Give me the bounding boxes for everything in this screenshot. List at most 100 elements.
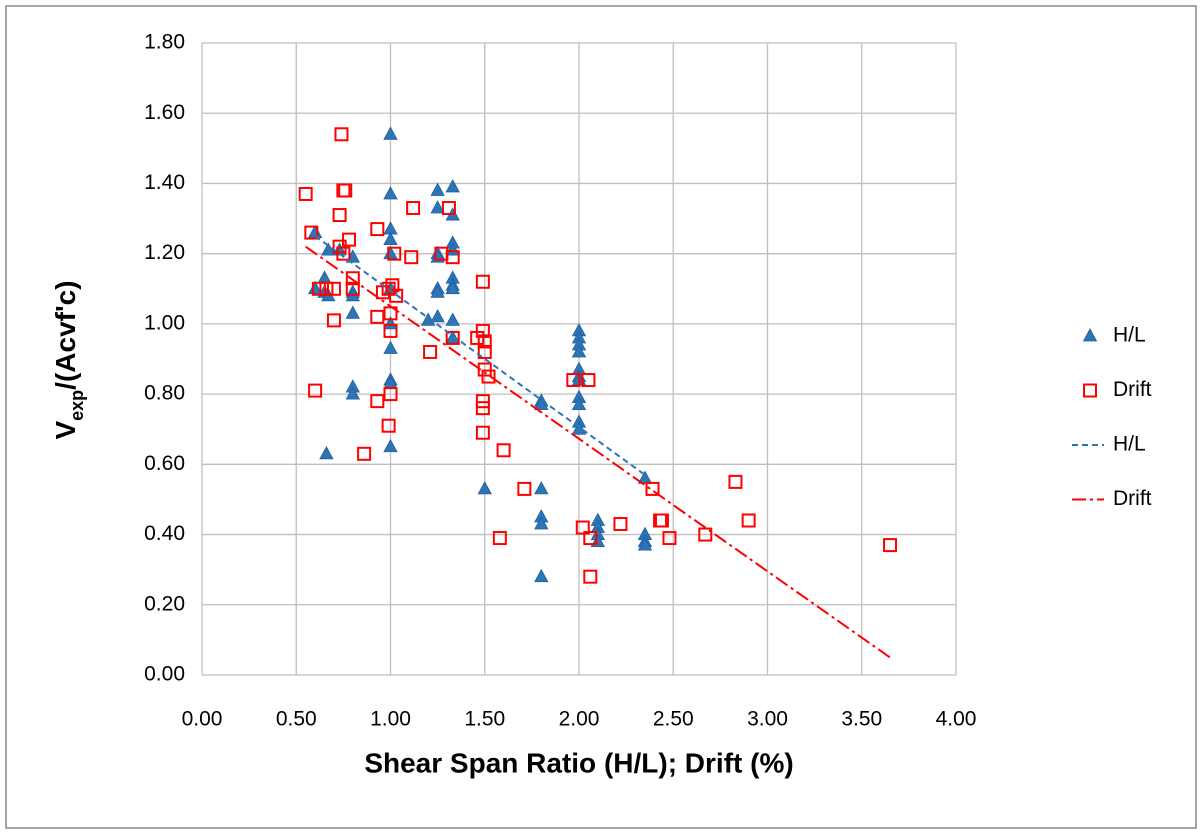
data-point xyxy=(445,179,460,193)
data-point xyxy=(475,274,490,289)
data-point xyxy=(326,281,341,296)
data-point xyxy=(338,183,353,198)
x-tick-label: 3.00 xyxy=(747,708,788,731)
y-label-rest: /(Acvf'c) xyxy=(50,280,81,389)
data-point xyxy=(383,186,398,200)
y-tick-label: 0.40 xyxy=(144,522,185,545)
data-point xyxy=(883,538,898,553)
data-point xyxy=(445,280,460,295)
trend-line xyxy=(305,245,891,659)
legend-label: Drift xyxy=(1113,487,1152,510)
data-point xyxy=(566,373,581,388)
data-point xyxy=(326,313,341,328)
data-point xyxy=(345,386,360,400)
data-point xyxy=(430,309,445,323)
data-point xyxy=(345,271,360,286)
data-point xyxy=(477,481,492,495)
x-tick-label: 1.00 xyxy=(370,708,411,731)
data-point xyxy=(654,513,669,528)
x-tick-label: 0.00 xyxy=(182,708,223,731)
data-point xyxy=(332,239,347,254)
y-tick-label: 0.80 xyxy=(144,382,185,405)
data-point xyxy=(357,446,372,461)
data-point xyxy=(534,481,549,495)
data-point xyxy=(534,568,549,583)
y-tick-label: 0.60 xyxy=(144,452,185,475)
data-point xyxy=(637,470,653,484)
data-point xyxy=(383,387,398,402)
data-point xyxy=(370,394,385,409)
y-tick-label: 1.00 xyxy=(144,311,185,334)
data-point xyxy=(583,531,598,546)
data-point xyxy=(342,232,357,247)
y-tick-label: 1.40 xyxy=(144,171,185,194)
data-point xyxy=(430,284,445,298)
data-point xyxy=(319,281,334,296)
data-point xyxy=(583,569,598,584)
data-point xyxy=(741,513,756,528)
x-tick-label: 3.50 xyxy=(841,708,882,731)
data-point xyxy=(534,396,549,411)
data-point xyxy=(445,312,460,326)
data-point xyxy=(383,438,398,453)
y-tick-label: 1.80 xyxy=(144,31,185,54)
data-point xyxy=(345,305,360,319)
data-point xyxy=(445,250,460,265)
data-point xyxy=(441,201,456,216)
y-label-sub: exp xyxy=(67,390,87,421)
data-point xyxy=(430,182,445,196)
chart-frame xyxy=(5,5,1197,829)
data-point xyxy=(581,373,596,388)
data-point xyxy=(475,394,490,409)
data-point xyxy=(477,344,492,359)
data-point xyxy=(332,208,347,223)
data-point xyxy=(345,281,360,296)
data-point xyxy=(389,288,404,303)
data-point xyxy=(571,344,587,358)
data-point xyxy=(575,520,590,535)
x-tick-label: 2.50 xyxy=(653,708,694,731)
data-point xyxy=(387,246,402,261)
data-point xyxy=(481,369,496,384)
trend-line xyxy=(314,235,646,476)
data-point xyxy=(475,401,490,416)
data-point xyxy=(406,201,421,216)
data-point xyxy=(492,531,507,546)
data-point xyxy=(319,445,334,460)
y-label-main: V xyxy=(50,421,81,440)
data-point xyxy=(496,443,511,458)
data-point xyxy=(430,200,445,214)
data-point xyxy=(370,309,385,324)
x-tick-label: 0.50 xyxy=(276,708,317,731)
data-point xyxy=(571,421,587,435)
legend-label: H/L xyxy=(1113,433,1146,456)
data-point xyxy=(298,186,313,201)
data-point xyxy=(336,246,351,261)
data-point xyxy=(308,383,323,398)
y-tick-label: 0.20 xyxy=(144,592,185,615)
data-point xyxy=(517,481,532,496)
data-point xyxy=(383,340,398,354)
data-point xyxy=(383,126,398,140)
data-point xyxy=(534,516,549,530)
data-point xyxy=(645,481,660,496)
legend-label: Drift xyxy=(1113,378,1152,401)
y-tick-label: 0.00 xyxy=(144,663,185,686)
data-point xyxy=(613,517,628,532)
x-tick-label: 2.00 xyxy=(559,708,600,731)
data-point xyxy=(571,396,587,411)
data-point xyxy=(383,231,398,246)
y-tick-label: 1.60 xyxy=(144,101,185,124)
data-point xyxy=(637,537,653,551)
data-point xyxy=(334,127,349,142)
data-point xyxy=(304,225,319,240)
y-tick-label: 1.20 xyxy=(144,241,185,264)
data-point xyxy=(404,250,419,265)
x-tick-label: 1.50 xyxy=(464,708,505,731)
data-point xyxy=(445,330,460,345)
data-point xyxy=(381,281,396,296)
x-tick-label: 4.00 xyxy=(936,708,977,731)
data-point xyxy=(381,418,396,433)
data-point xyxy=(311,281,326,296)
